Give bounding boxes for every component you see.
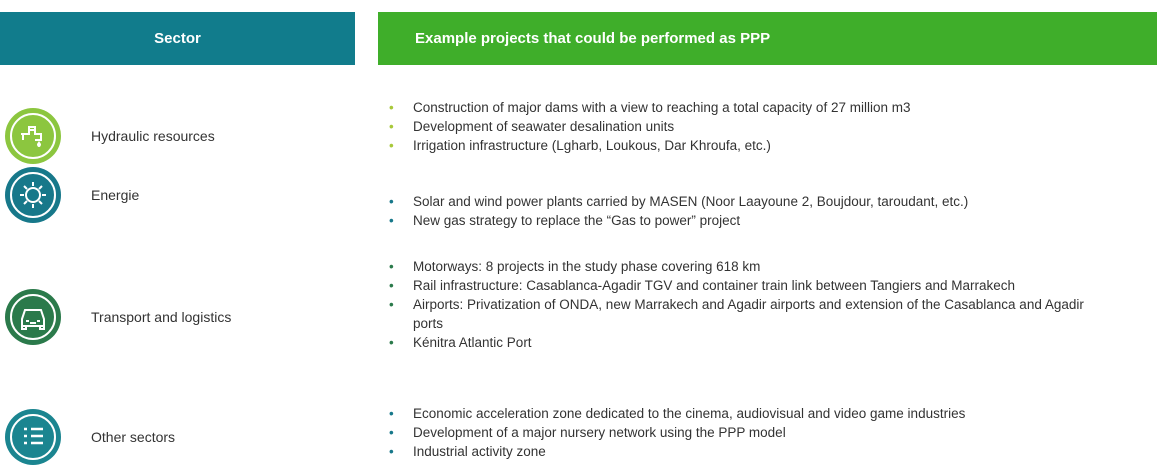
project-item: Solar and wind power plants carried by M… [389,192,1109,211]
project-item: Development of a major nursery network u… [389,423,1109,442]
project-item: Kénitra Atlantic Port [389,333,1109,352]
project-item: Irrigation infrastructure (Lgharb, Louko… [389,136,1109,155]
header-sector: Sector [0,12,355,65]
project-list: Economic acceleration zone dedicated to … [389,404,1109,461]
icon-other [5,409,61,465]
project-item: Airports: Privatization of ONDA, new Mar… [389,295,1109,333]
project-list: Motorways: 8 projects in the study phase… [389,257,1109,352]
project-list: Construction of major dams with a view t… [389,98,1109,155]
sector-label: Other sectors [91,429,176,445]
project-item: Industrial activity zone [389,442,1109,461]
project-item: Motorways: 8 projects in the study phase… [389,257,1109,276]
project-item: Development of seawater desalination uni… [389,117,1109,136]
icon-transport [5,289,61,345]
icon-water [5,108,61,164]
icon-energy [5,167,61,223]
project-item: Rail infrastructure: Casablanca-Agadir T… [389,276,1109,295]
sector-label: Transport and logistics [91,309,232,325]
project-item: New gas strategy to replace the “Gas to … [389,211,1109,230]
header-projects: Example projects that could be performed… [378,12,1157,65]
project-item: Economic acceleration zone dedicated to … [389,404,1109,423]
project-list: Solar and wind power plants carried by M… [389,192,1109,230]
project-item: Construction of major dams with a view t… [389,98,1109,117]
sector-label: Energie [91,187,140,203]
sector-label: Hydraulic resources [91,128,215,144]
